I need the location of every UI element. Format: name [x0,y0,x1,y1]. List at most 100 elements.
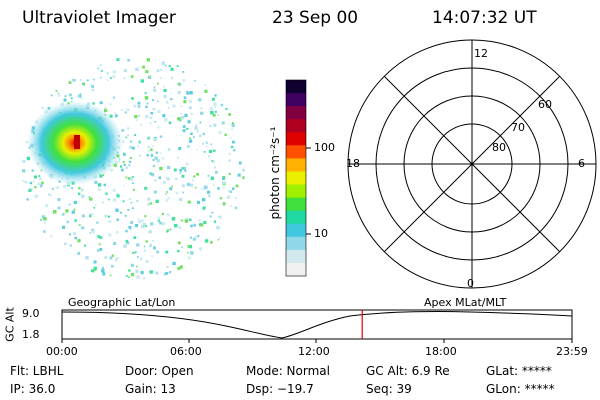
uv-speckle [157,109,161,113]
uv-speckle [128,160,131,163]
uv-speckle [189,183,194,187]
uv-speckle [125,166,128,169]
uv-speckle [70,97,73,100]
time-tick-2359: 23:59 [556,345,588,358]
uv-speckle [178,147,182,151]
uv-speckle [199,134,202,138]
uv-speckle [50,235,53,238]
uv-speckle [162,114,166,118]
uv-speckle [101,269,105,273]
uv-speckle [152,164,156,168]
uv-speckle [136,256,139,258]
uv-speckle [228,173,231,175]
uv-speckle [108,220,112,223]
uv-speckle [72,78,75,82]
uv-speckle [30,188,33,191]
uv-speckle [156,159,160,163]
uv-speckle [103,183,106,187]
uv-speckle [167,148,171,151]
uv-speckle [149,172,152,175]
uv-speckle [159,152,162,154]
uv-speckle [133,104,137,108]
uv-speckle [238,161,242,165]
color-scale-bar [286,80,306,277]
uv-speckle [140,123,142,126]
uv-speckle [74,219,77,222]
uv-speckle [159,135,163,138]
uv-speckle [182,191,185,194]
uv-speckle [186,182,190,187]
uv-speckle [185,162,189,166]
uv-speckle [203,220,207,224]
uv-speckle [166,191,168,193]
uv-speckle [216,225,220,230]
uv-speckle [38,177,42,181]
uv-speckle [145,225,147,228]
uv-speckle [234,197,237,200]
uv-speckle [219,197,223,200]
uv-speckle [168,121,172,125]
uv-speckle [194,80,196,82]
uv-speckle [137,101,141,105]
uv-speckle [74,236,77,240]
uv-speckle [187,245,190,248]
mode-status: Mode: Normal [246,364,330,378]
uv-speckle [209,215,212,218]
uv-speckle [34,175,37,179]
uv-speckle [111,265,114,268]
uv-speckle [125,176,128,179]
uv-speckle [166,102,169,104]
uv-speckle [116,218,119,221]
uv-speckle [182,79,186,82]
uv-speckle [93,260,97,264]
uv-speckle [184,219,188,223]
uv-speckle [108,233,112,237]
uv-speckle [180,115,185,120]
uv-speckle [149,202,153,205]
uv-speckle [208,194,211,198]
uv-speckle [91,269,95,273]
uv-speckle [32,180,35,183]
uv-speckle [63,184,67,188]
uv-speckle [231,123,235,128]
time-tick-0000: 00:00 [46,345,78,358]
uv-speckle [146,154,149,157]
uv-speckle [228,113,231,116]
uv-speckle [137,218,140,221]
uv-speckle [229,136,232,139]
uv-speckle [189,91,193,95]
uv-speckle [194,126,198,130]
uv-speckle [194,186,197,189]
uv-speckle [101,266,105,270]
uv-speckle [53,210,57,214]
uv-speckle [189,106,192,109]
uv-speckle [197,235,200,238]
uv-speckle [174,224,178,228]
uv-speckle [171,185,173,188]
uv-speckle [167,165,171,169]
uv-speckle [114,258,118,262]
uv-speckle [138,115,140,117]
uv-speckle [180,105,183,107]
time-tick-0600: 06:00 [170,345,202,358]
uv-speckle [122,140,125,143]
uv-speckle [213,149,216,152]
uv-speckle [78,94,82,98]
uv-speckle [157,126,160,129]
uv-speckle [89,232,92,234]
uv-speckle [182,129,186,133]
uv-speckle [172,261,176,266]
uv-speckle [146,58,150,62]
uv-speckle [113,96,116,99]
uv-speckle [217,187,220,190]
seq-status: Seq: 39 [366,382,412,396]
uv-speckle [85,256,89,260]
uv-speckle [190,224,193,228]
uv-speckle [212,113,216,117]
uv-speckle [47,193,50,196]
uv-speckle [237,173,241,177]
uv-speckle [161,157,164,160]
uv-speckle [202,206,206,210]
uv-speckle [230,205,232,207]
uv-speckle [156,250,160,254]
